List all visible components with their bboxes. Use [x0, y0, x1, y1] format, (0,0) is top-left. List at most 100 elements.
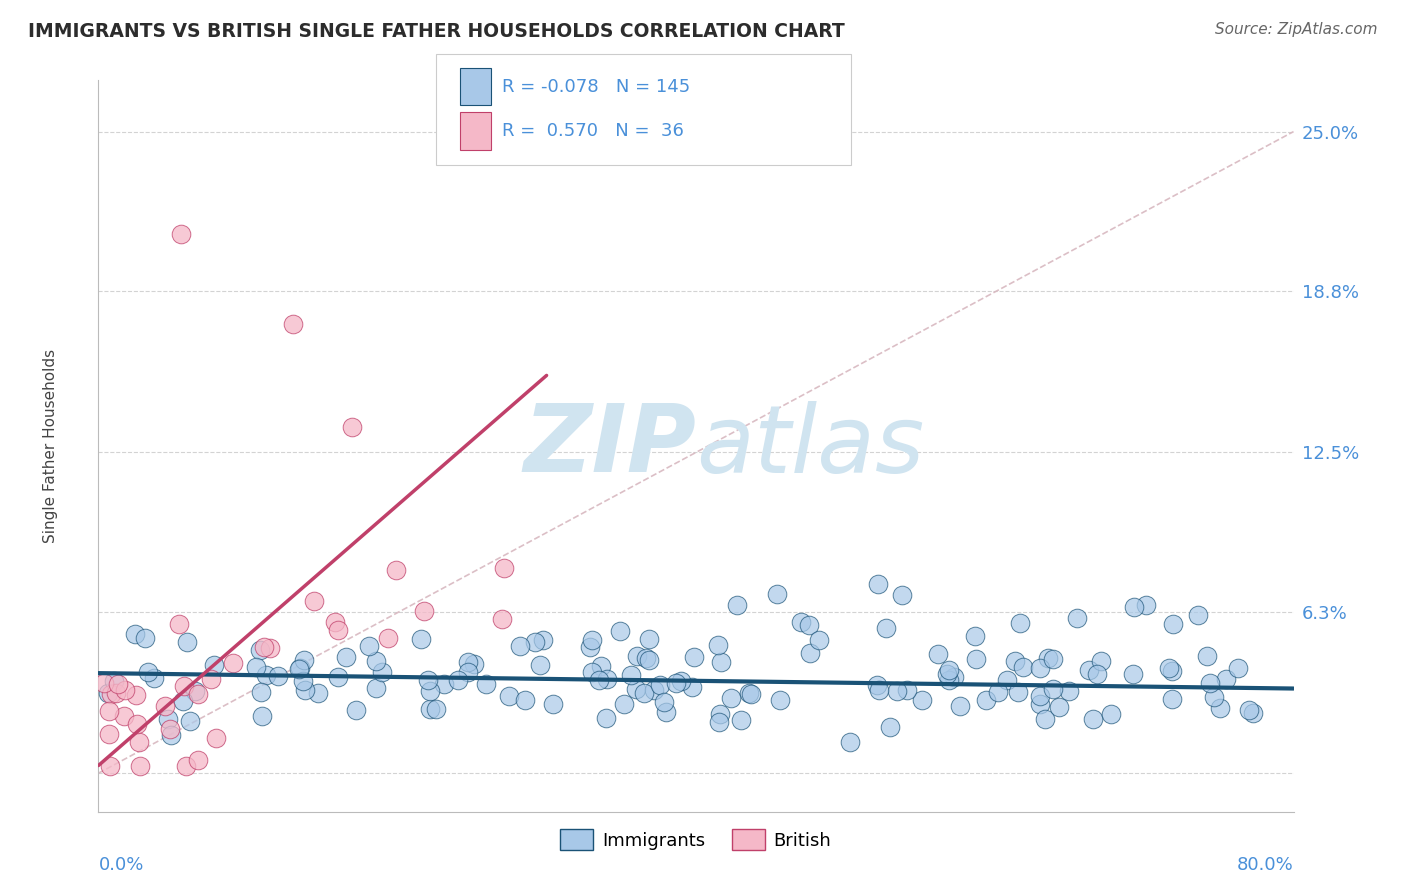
Point	[1187, 608, 1209, 623]
Point	[222, 656, 245, 670]
Point	[633, 686, 655, 700]
Point	[492, 561, 515, 575]
Point	[682, 650, 704, 665]
Point	[184, 684, 207, 698]
Point	[509, 640, 531, 654]
Point	[250, 709, 273, 723]
Point	[125, 717, 148, 731]
Point	[1029, 697, 1052, 711]
Point	[1122, 666, 1144, 681]
Point	[419, 702, 441, 716]
Point	[875, 621, 897, 635]
Point	[943, 670, 966, 684]
Point	[636, 650, 658, 665]
Point	[1057, 683, 1080, 698]
Point	[134, 631, 156, 645]
Point	[1215, 672, 1237, 686]
Point	[103, 673, 125, 688]
Point	[620, 667, 643, 681]
Point	[1197, 648, 1219, 663]
Point	[891, 588, 914, 602]
Point	[463, 657, 485, 672]
Point	[1199, 676, 1222, 690]
Text: R =  0.570   N =  36: R = 0.570 N = 36	[502, 122, 683, 140]
Point	[1161, 665, 1184, 679]
Point	[1161, 617, 1184, 632]
Point	[638, 653, 661, 667]
Point	[419, 684, 441, 698]
Point	[927, 647, 949, 661]
Point	[1090, 654, 1112, 668]
Point	[267, 669, 290, 683]
Text: R = -0.078   N = 145: R = -0.078 N = 145	[502, 78, 690, 95]
Point	[879, 720, 901, 734]
Point	[963, 629, 986, 643]
Point	[769, 693, 792, 707]
Point	[637, 632, 659, 647]
Point	[643, 683, 665, 698]
Point	[995, 673, 1018, 687]
Point	[307, 685, 329, 699]
Point	[364, 681, 387, 696]
Point	[799, 618, 821, 632]
Point	[200, 672, 222, 686]
Point	[541, 697, 564, 711]
Point	[172, 694, 194, 708]
Point	[288, 663, 311, 677]
Point	[1081, 712, 1104, 726]
Legend: Immigrants, British: Immigrants, British	[553, 822, 839, 857]
Text: Source: ZipAtlas.com: Source: ZipAtlas.com	[1215, 22, 1378, 37]
Point	[1004, 654, 1026, 668]
Point	[886, 684, 908, 698]
Point	[581, 665, 603, 679]
Point	[142, 671, 165, 685]
Text: atlas: atlas	[696, 401, 924, 491]
Text: Single Father Households: Single Father Households	[44, 349, 58, 543]
Point	[409, 632, 432, 647]
Point	[1135, 598, 1157, 612]
Point	[1161, 692, 1184, 706]
Point	[740, 687, 762, 701]
Point	[205, 731, 228, 745]
Point	[294, 683, 316, 698]
Point	[738, 685, 761, 699]
Point	[613, 698, 636, 712]
Point	[413, 604, 436, 618]
Point	[626, 648, 648, 663]
Point	[105, 686, 128, 700]
Point	[433, 677, 456, 691]
Point	[254, 668, 277, 682]
Point	[302, 594, 325, 608]
Text: ZIP: ZIP	[523, 400, 696, 492]
Point	[725, 599, 748, 613]
Point	[100, 687, 122, 701]
Point	[253, 640, 276, 655]
Point	[588, 673, 610, 688]
Point	[250, 685, 273, 699]
Point	[730, 713, 752, 727]
Point	[97, 686, 120, 700]
Point	[498, 690, 520, 704]
Point	[681, 680, 703, 694]
Point	[529, 658, 551, 673]
Point	[938, 664, 960, 678]
Point	[1029, 689, 1052, 703]
Point	[799, 646, 821, 660]
Point	[159, 722, 181, 736]
Point	[987, 685, 1010, 699]
Point	[128, 735, 150, 749]
Point	[129, 758, 152, 772]
Point	[790, 615, 813, 630]
Point	[938, 673, 960, 688]
Point	[1226, 661, 1249, 675]
Point	[581, 632, 603, 647]
Point	[176, 635, 198, 649]
Point	[124, 688, 146, 702]
Text: IMMIGRANTS VS BRITISH SINGLE FATHER HOUSEHOLDS CORRELATION CHART: IMMIGRANTS VS BRITISH SINGLE FATHER HOUS…	[28, 22, 845, 41]
Point	[807, 633, 830, 648]
Point	[328, 623, 350, 637]
Point	[1042, 651, 1064, 665]
Point	[425, 702, 447, 716]
Point	[591, 658, 613, 673]
Point	[609, 624, 631, 639]
